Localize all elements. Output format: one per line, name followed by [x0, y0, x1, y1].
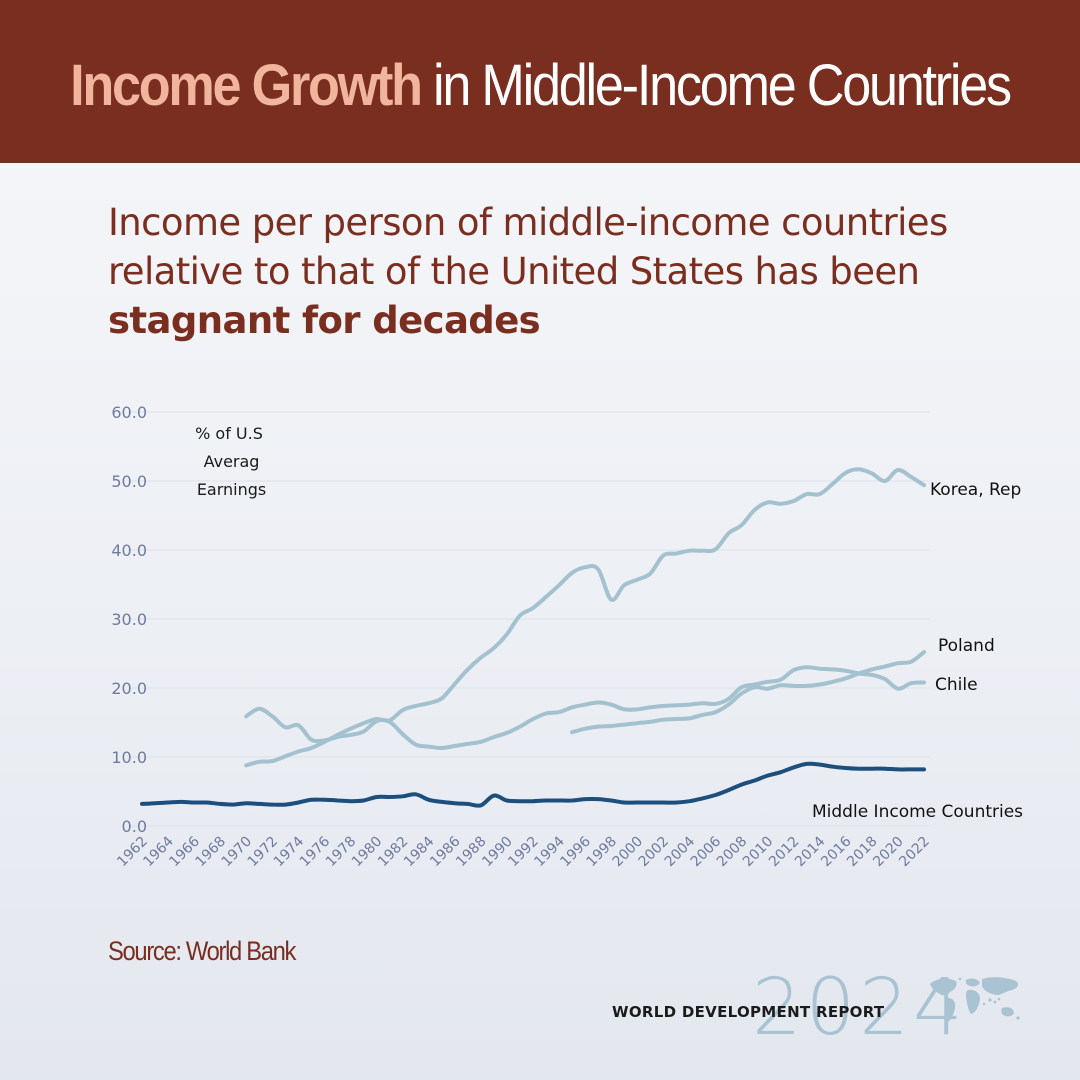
y-tick-label: 50.0 — [111, 472, 147, 491]
series-line-chile — [244, 665, 926, 751]
y-axis-label-line: Averag — [199, 452, 260, 471]
y-tick-label: 60.0 — [111, 403, 147, 422]
series-labels: Korea, Rep Poland Chile Middle Income Count… — [812, 480, 1023, 822]
series-label-korea-rep: Korea, Rep — [930, 480, 1021, 500]
header-banner: Income Growth in Middle-Income Countries — [0, 0, 1080, 163]
series-label-middle-income-countries: Middle Income Countries — [812, 802, 1023, 822]
series-label-poland: Poland — [938, 636, 995, 656]
subtitle-plain: Income per person of middle-income count… — [108, 201, 948, 293]
chart-grid — [128, 411, 930, 827]
y-tick-label: 40.0 — [111, 541, 147, 560]
y-tick-label: 30.0 — [111, 610, 147, 629]
y-tick-label: 20.0 — [111, 679, 147, 698]
series-lines — [140, 467, 926, 808]
page-title: Income Growth in Middle-Income Countries — [54, 52, 1026, 119]
report-name: WORLD DEVELOPMENT REPORT — [612, 1003, 885, 1021]
y-axis-ticks: 0.0 10.0 20.0 30.0 40.0 50.0 60.0 — [111, 403, 147, 836]
x-tick-label: 2022 — [896, 834, 933, 871]
y-axis-label-line: % of U.S — [195, 424, 263, 443]
y-tick-label: 10.0 — [111, 748, 147, 767]
series-line-middle-income-countries — [140, 761, 926, 808]
y-axis-label: % of U.S Averag Earnings — [192, 424, 267, 499]
series-line-poland — [570, 650, 926, 735]
chart-subtitle: Income per person of middle-income count… — [108, 198, 988, 345]
page-title-rest: in Middle-Income Countries — [420, 53, 1012, 118]
x-axis-ticks: 1962196419661968197019721974197619781980… — [114, 833, 933, 870]
y-axis-label-line: Earnings — [192, 480, 267, 499]
series-line-korea-rep — [244, 467, 926, 768]
page-title-highlight: Income Growth — [70, 53, 423, 118]
y-tick-label: 0.0 — [122, 817, 147, 836]
world-map-icon — [930, 977, 1020, 1022]
source-note: Source: World Bank — [108, 936, 296, 966]
report-year: 2024 — [752, 963, 967, 1053]
subtitle-bold: stagnant for decades — [108, 299, 541, 342]
series-label-chile: Chile — [935, 675, 978, 695]
